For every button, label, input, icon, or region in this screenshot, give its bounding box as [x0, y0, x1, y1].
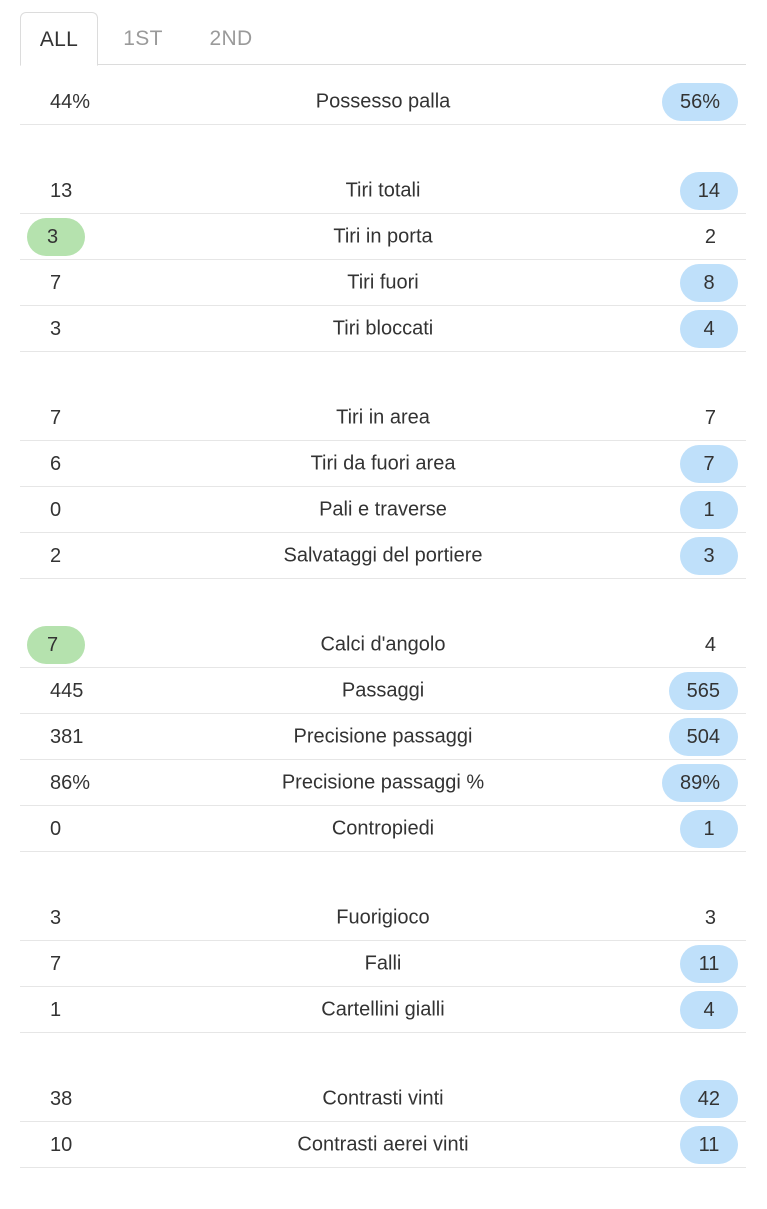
- stat-row: 381 Precisione passaggi 504: [20, 714, 746, 760]
- stat-row: 7 Tiri in area 7: [20, 395, 746, 441]
- stat-group: 7 Tiri in area 7 6 Tiri da fuori area 7 0 Pali …: [20, 395, 746, 579]
- home-value: 7: [50, 406, 62, 429]
- away-value: 4: [680, 309, 738, 348]
- away-value: 4: [680, 990, 738, 1029]
- home-value: 38: [50, 1087, 73, 1110]
- stat-row: 445 Passaggi 565: [20, 668, 746, 714]
- home-value: 44%: [50, 90, 91, 113]
- away-value: 1: [680, 490, 738, 529]
- stat-row: 3 Tiri bloccati 4: [20, 306, 746, 352]
- stat-label: Cartellini gialli: [321, 998, 445, 1020]
- tab-2nd[interactable]: 2ND: [209, 27, 253, 50]
- stats-list: 44% Possesso palla 56% 13 Tiri totali 14 3 Tiri…: [20, 79, 746, 1209]
- stat-label: Fuorigioco: [336, 906, 430, 928]
- away-value: 7: [680, 444, 738, 483]
- stat-label: Contrasti vinti: [322, 1087, 444, 1109]
- away-value: 11: [680, 1125, 738, 1164]
- stat-row: 3 Fuorigioco 3: [20, 895, 746, 941]
- stat-row: 10 Contrasti aerei vinti 11: [20, 1122, 746, 1168]
- away-value: 504: [668, 717, 738, 756]
- away-value: 565: [668, 671, 738, 710]
- stat-label: Precisione passaggi: [293, 725, 473, 747]
- tab-1st[interactable]: 1ST: [123, 27, 163, 50]
- away-value: 2: [704, 225, 716, 248]
- home-value: 7: [50, 271, 62, 294]
- home-value: 3: [27, 217, 85, 256]
- stat-label: Contrasti aerei vinti: [297, 1133, 469, 1155]
- stat-row: 0 Contropiedi 1: [20, 806, 746, 852]
- stat-row: 13 Tiri totali 14: [20, 168, 746, 214]
- stat-label: Pali e traverse: [319, 498, 447, 520]
- stat-label: Tiri bloccati: [332, 317, 434, 339]
- stat-label: Salvataggi del portiere: [283, 544, 483, 566]
- away-value: 56%: [661, 82, 738, 121]
- period-tabs: ALL 1ST 2ND: [20, 12, 746, 66]
- away-value: 1: [680, 809, 738, 848]
- stat-label: Precisione passaggi %: [281, 771, 485, 793]
- home-value: 0: [50, 498, 62, 521]
- away-value: 14: [679, 171, 738, 210]
- home-value: 7: [50, 952, 62, 975]
- home-value: 1: [50, 998, 62, 1021]
- stat-label: Tiri da fuori area: [310, 452, 456, 474]
- away-value: 8: [680, 263, 738, 302]
- away-value: 42: [679, 1079, 738, 1118]
- stat-label: Passaggi: [341, 679, 425, 701]
- home-value: 10: [50, 1133, 73, 1156]
- home-value: 6: [50, 452, 62, 475]
- stat-label: Calci d'angolo: [320, 633, 446, 655]
- stat-row: 0 Pali e traverse 1: [20, 487, 746, 533]
- stat-label: Tiri totali: [345, 179, 421, 201]
- stat-group: 3 Fuorigioco 3 7 Falli 11 1 Cartellini gialli 4: [20, 895, 746, 1033]
- stat-group: 38 Contrasti vinti 42 10 Contrasti aerei vin…: [20, 1076, 746, 1168]
- stat-group: 44% Possesso palla 56%: [20, 79, 746, 125]
- home-value: 13: [50, 179, 73, 202]
- stat-row: 6 Tiri da fuori area 7: [20, 441, 746, 487]
- stat-label: Tiri in area: [336, 406, 430, 428]
- stat-label: Possesso palla: [315, 90, 451, 112]
- home-value: 3: [50, 906, 62, 929]
- home-value: 86%: [50, 771, 91, 794]
- home-value: 381: [50, 725, 84, 748]
- stat-row: 38 Contrasti vinti 42: [20, 1076, 746, 1122]
- away-value: 11: [680, 944, 738, 983]
- tab-all[interactable]: ALL: [20, 12, 98, 66]
- stat-label: Tiri fuori: [347, 271, 419, 293]
- stat-group: 13 Tiri totali 14 3 Tiri in porta 2 7 Tiri fuor…: [20, 168, 746, 352]
- away-value: 89%: [661, 763, 738, 802]
- home-value: 445: [50, 679, 84, 702]
- stat-row: 3 Tiri in porta 2: [20, 214, 746, 260]
- stat-label: Falli: [364, 952, 402, 974]
- away-value: 3: [704, 906, 716, 929]
- home-value: 3: [50, 317, 62, 340]
- stat-row: 7 Tiri fuori 8: [20, 260, 746, 306]
- stat-row: 44% Possesso palla 56%: [20, 79, 746, 125]
- stat-row: 86% Precisione passaggi % 89%: [20, 760, 746, 806]
- stat-row: 7 Falli 11: [20, 941, 746, 987]
- away-value: 3: [680, 536, 738, 575]
- stat-label: Tiri in porta: [333, 225, 433, 247]
- home-value: 0: [50, 817, 62, 840]
- stat-label: Contropiedi: [331, 817, 435, 839]
- stat-group: 7 Calci d'angolo 4 445 Passaggi 565 381 Precisi…: [20, 622, 746, 852]
- home-value: 7: [27, 625, 85, 664]
- stat-row: 7 Calci d'angolo 4: [20, 622, 746, 668]
- away-value: 4: [704, 633, 716, 656]
- stat-row: 1 Cartellini gialli 4: [20, 987, 746, 1033]
- away-value: 7: [704, 406, 716, 429]
- home-value: 2: [50, 544, 62, 567]
- stat-row: 2 Salvataggi del portiere 3: [20, 533, 746, 579]
